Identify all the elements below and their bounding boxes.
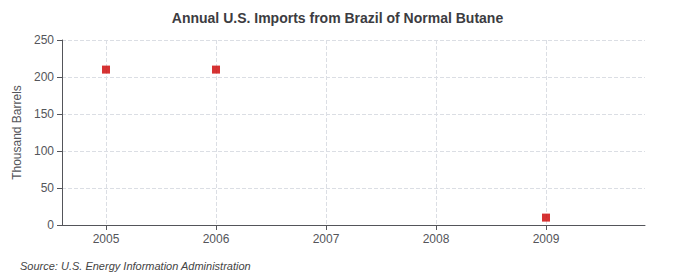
svg-text:0: 0 xyxy=(47,218,54,232)
svg-text:Source: U.S. Energy Informatio: Source: U.S. Energy Information Administ… xyxy=(20,260,251,272)
svg-text:250: 250 xyxy=(34,33,54,47)
svg-text:100: 100 xyxy=(34,144,54,158)
svg-text:2009: 2009 xyxy=(533,232,560,246)
svg-text:2007: 2007 xyxy=(313,232,340,246)
svg-text:Thousand Barrels: Thousand Barrels xyxy=(10,85,24,180)
svg-text:200: 200 xyxy=(34,70,54,84)
svg-text:2005: 2005 xyxy=(93,232,120,246)
svg-text:2008: 2008 xyxy=(423,232,450,246)
svg-text:Annual U.S. Imports from Brazi: Annual U.S. Imports from Brazil of Norma… xyxy=(172,10,504,26)
svg-text:150: 150 xyxy=(34,107,54,121)
svg-text:2006: 2006 xyxy=(203,232,230,246)
svg-text:50: 50 xyxy=(41,181,55,195)
